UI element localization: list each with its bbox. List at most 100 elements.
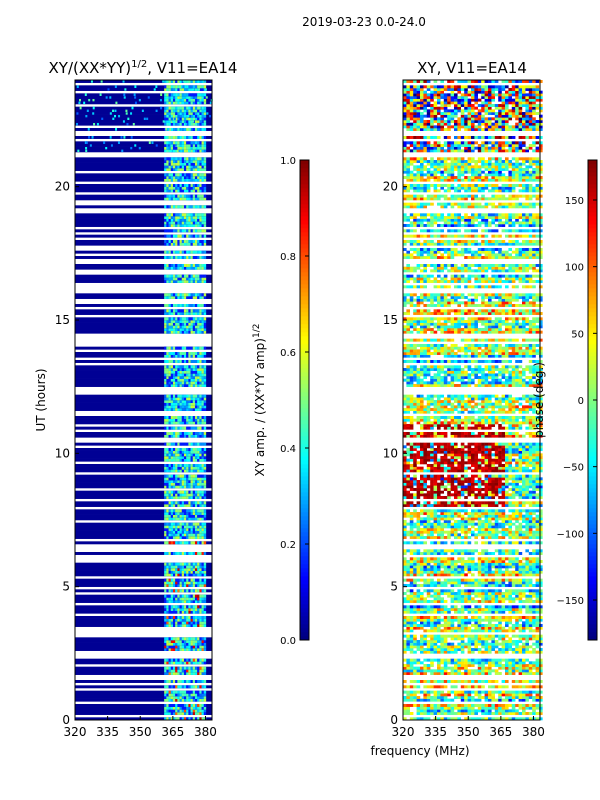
amplitude-cell: [175, 405, 178, 409]
amplitude-cell: [203, 493, 207, 497]
phase-cell: [423, 650, 427, 654]
phase-cell: [426, 610, 431, 614]
amplitude-cell: [179, 496, 182, 499]
amplitude-cell: [183, 160, 187, 163]
amplitude-cell: [181, 312, 185, 315]
amplitude-cell: [203, 229, 207, 233]
amplitude-cell: [186, 672, 189, 675]
amplitude-cell: [192, 485, 196, 489]
phase-cell: [467, 578, 472, 582]
amplitude-cell: [188, 397, 191, 401]
amplitude-cell: [172, 165, 176, 169]
phase-cell: [440, 589, 444, 593]
amplitude-cell: [179, 160, 182, 163]
amplitude-cell: [177, 568, 180, 571]
phase-cell: [525, 616, 529, 619]
amplitude-cell: [175, 146, 178, 150]
phase-cell: [501, 618, 506, 622]
amplitude-cell: [170, 346, 174, 350]
phase-cell: [474, 669, 478, 673]
phase-cell: [491, 578, 495, 582]
amplitude-cell: [203, 106, 207, 110]
phase-cell: [403, 621, 407, 625]
amplitude-cell: [164, 242, 167, 246]
phase-cell: [501, 634, 506, 638]
phase-cell: [518, 597, 523, 601]
phase-cell: [409, 634, 414, 638]
phase-cell: [528, 680, 533, 683]
amplitude-cell: [175, 501, 178, 505]
phase-cell: [491, 594, 495, 598]
amplitude-cell: [170, 616, 174, 619]
amplitude-cell: [186, 685, 189, 689]
phase-cell: [443, 624, 448, 627]
amplitude-cell: [203, 112, 207, 115]
amplitude-cell: [199, 360, 202, 363]
amplitude-cell: [201, 514, 204, 518]
phase-cell: [450, 584, 455, 587]
phase-cell: [522, 669, 526, 673]
amplitude-cell: [164, 330, 167, 334]
phase-cell: [528, 610, 533, 614]
amplitude-cell: [192, 421, 196, 425]
amplitude-row: [75, 405, 212, 409]
colorbar-segment: [300, 536, 309, 541]
amplitude-row: [75, 264, 212, 267]
phase-cell: [491, 693, 495, 697]
phase-cell: [481, 712, 485, 715]
phase-cell: [467, 584, 472, 587]
amplitude-cell: [168, 405, 171, 409]
phase-cell: [450, 661, 455, 665]
phase-cell: [481, 658, 485, 662]
amplitude-cell: [170, 666, 174, 670]
amplitude-cell: [194, 224, 198, 227]
amplitude-cell: [188, 378, 191, 382]
amplitude-cell: [166, 453, 169, 457]
amplitude-cell: [172, 618, 176, 622]
phase-cell: [460, 712, 465, 715]
amplitude-cell: [183, 450, 187, 454]
amplitude-cell: [183, 706, 187, 710]
amplitude-cell: [199, 402, 202, 406]
amplitude-cell: [170, 264, 174, 267]
amplitude-cell: [190, 562, 193, 566]
colorbar-segment: [300, 168, 309, 173]
amplitude-cell: [172, 565, 176, 569]
phase-cell: [488, 717, 492, 721]
amplitude-cell: [186, 112, 189, 115]
amplitude-cell: [177, 642, 180, 646]
amplitude-cell: [166, 194, 169, 198]
phase-cell: [437, 629, 441, 633]
amplitude-cell: [192, 85, 196, 89]
phase-cell: [494, 629, 499, 633]
phase-cell: [477, 573, 482, 577]
amplitude-cell: [186, 525, 189, 529]
phase-cell: [491, 661, 495, 665]
amplitude-cell: [188, 376, 191, 379]
amplitude-cell: [168, 218, 171, 222]
colorbar-segment: [300, 568, 309, 573]
amplitude-cell: [197, 98, 200, 102]
phase-cell: [423, 621, 427, 625]
amplitude-cell: [199, 432, 202, 435]
phase-cell: [488, 658, 492, 662]
amplitude-cell: [175, 93, 178, 97]
amplitude-cell: [186, 466, 189, 470]
amplitude-cell: [201, 112, 204, 115]
amplitude-cell: [175, 213, 178, 217]
phase-cell: [518, 634, 523, 638]
amplitude-cell: [199, 304, 202, 307]
amplitude-colorbar-label-main: XY amp. / (XX*YY amp): [253, 338, 267, 476]
amplitude-cell: [175, 469, 178, 473]
amplitude-cell: [190, 93, 193, 97]
amplitude-cell: [177, 122, 180, 126]
amplitude-cell: [197, 434, 200, 438]
amplitude-cell: [175, 522, 178, 526]
phase-cell: [430, 664, 434, 667]
amplitude-cell: [190, 493, 193, 497]
phase-cell: [539, 589, 543, 593]
amplitude-cell: [183, 418, 187, 422]
amplitude-cell: [199, 144, 202, 147]
amplitude-cell: [168, 325, 171, 329]
amplitude-cell: [203, 442, 207, 446]
